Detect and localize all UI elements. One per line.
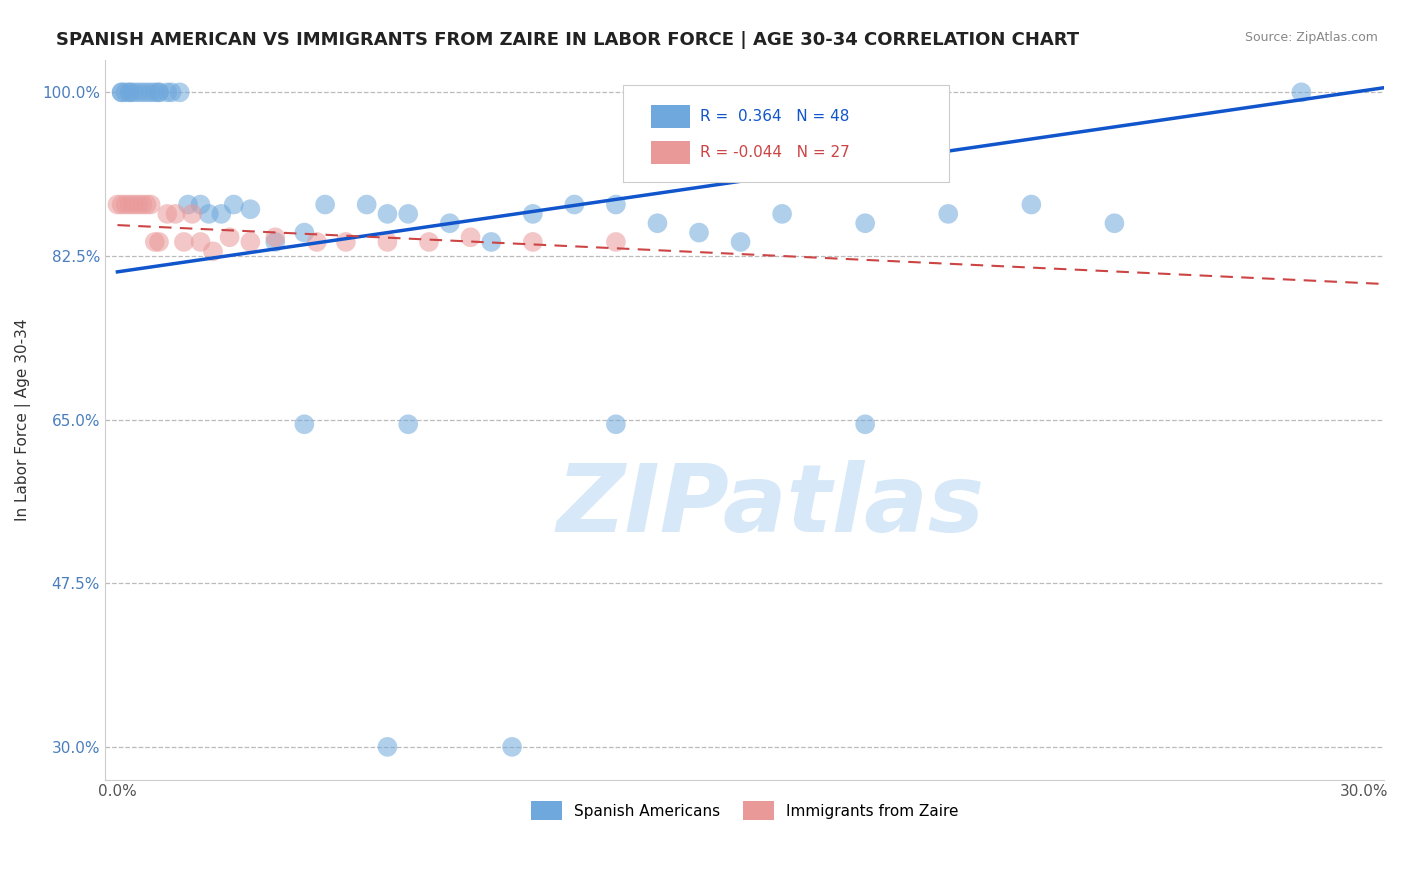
Point: [218, 230, 240, 244]
Point: [564, 197, 586, 211]
Y-axis label: In Labor Force | Age 30-34: In Labor Force | Age 30-34: [15, 318, 31, 521]
Point: [222, 197, 245, 211]
Point: [1104, 216, 1126, 230]
Point: [107, 197, 129, 211]
Point: [605, 235, 627, 249]
Point: [198, 207, 221, 221]
Point: [292, 226, 315, 240]
Point: [114, 197, 136, 211]
Point: [688, 226, 710, 240]
Point: [110, 86, 132, 100]
Point: [143, 86, 166, 100]
Point: [156, 86, 179, 100]
Point: [239, 202, 262, 217]
Point: [131, 86, 153, 100]
Point: [131, 197, 153, 211]
Point: [173, 235, 195, 249]
Legend: Spanish Americans, Immigrants from Zaire: Spanish Americans, Immigrants from Zaire: [524, 795, 965, 826]
Point: [770, 207, 793, 221]
Point: [522, 207, 544, 221]
Point: [647, 216, 669, 230]
Point: [853, 216, 876, 230]
Point: [156, 207, 179, 221]
Point: [292, 417, 315, 432]
Point: [305, 235, 328, 249]
FancyBboxPatch shape: [623, 85, 949, 182]
Point: [377, 739, 399, 754]
Point: [605, 197, 627, 211]
Point: [239, 235, 262, 249]
Text: R =  0.364   N = 48: R = 0.364 N = 48: [700, 109, 849, 124]
Point: [114, 86, 136, 100]
Point: [605, 417, 627, 432]
Point: [110, 86, 132, 100]
Point: [314, 197, 336, 211]
Point: [479, 235, 502, 249]
FancyBboxPatch shape: [651, 141, 690, 164]
Point: [143, 235, 166, 249]
Point: [148, 86, 170, 100]
Point: [139, 86, 162, 100]
Text: ZIPatlas: ZIPatlas: [557, 460, 984, 552]
Point: [118, 197, 141, 211]
Text: Source: ZipAtlas.com: Source: ZipAtlas.com: [1244, 31, 1378, 45]
Point: [118, 86, 141, 100]
Point: [936, 207, 959, 221]
Text: SPANISH AMERICAN VS IMMIGRANTS FROM ZAIRE IN LABOR FORCE | AGE 30-34 CORRELATION: SPANISH AMERICAN VS IMMIGRANTS FROM ZAIR…: [56, 31, 1080, 49]
Point: [418, 235, 440, 249]
Point: [522, 235, 544, 249]
Point: [118, 86, 141, 100]
Point: [160, 86, 183, 100]
Point: [110, 197, 132, 211]
Point: [335, 235, 357, 249]
Point: [460, 230, 482, 244]
Point: [127, 86, 149, 100]
Point: [165, 207, 187, 221]
Point: [135, 197, 157, 211]
Point: [1291, 86, 1313, 100]
Point: [148, 235, 170, 249]
Point: [377, 235, 399, 249]
Point: [396, 417, 419, 432]
Point: [396, 207, 419, 221]
Point: [148, 86, 170, 100]
Point: [127, 197, 149, 211]
Point: [730, 235, 752, 249]
Point: [181, 207, 204, 221]
FancyBboxPatch shape: [651, 105, 690, 128]
Point: [122, 197, 145, 211]
Point: [439, 216, 461, 230]
Point: [201, 244, 224, 259]
Text: R = -0.044   N = 27: R = -0.044 N = 27: [700, 145, 849, 160]
Point: [169, 86, 191, 100]
Point: [135, 86, 157, 100]
Point: [264, 230, 287, 244]
Point: [853, 417, 876, 432]
Point: [190, 235, 212, 249]
Point: [122, 86, 145, 100]
Point: [139, 197, 162, 211]
Point: [264, 235, 287, 249]
Point: [1021, 197, 1043, 211]
Point: [356, 197, 378, 211]
Point: [377, 207, 399, 221]
Point: [177, 197, 200, 211]
Point: [501, 739, 523, 754]
Point: [190, 197, 212, 211]
Point: [209, 207, 232, 221]
